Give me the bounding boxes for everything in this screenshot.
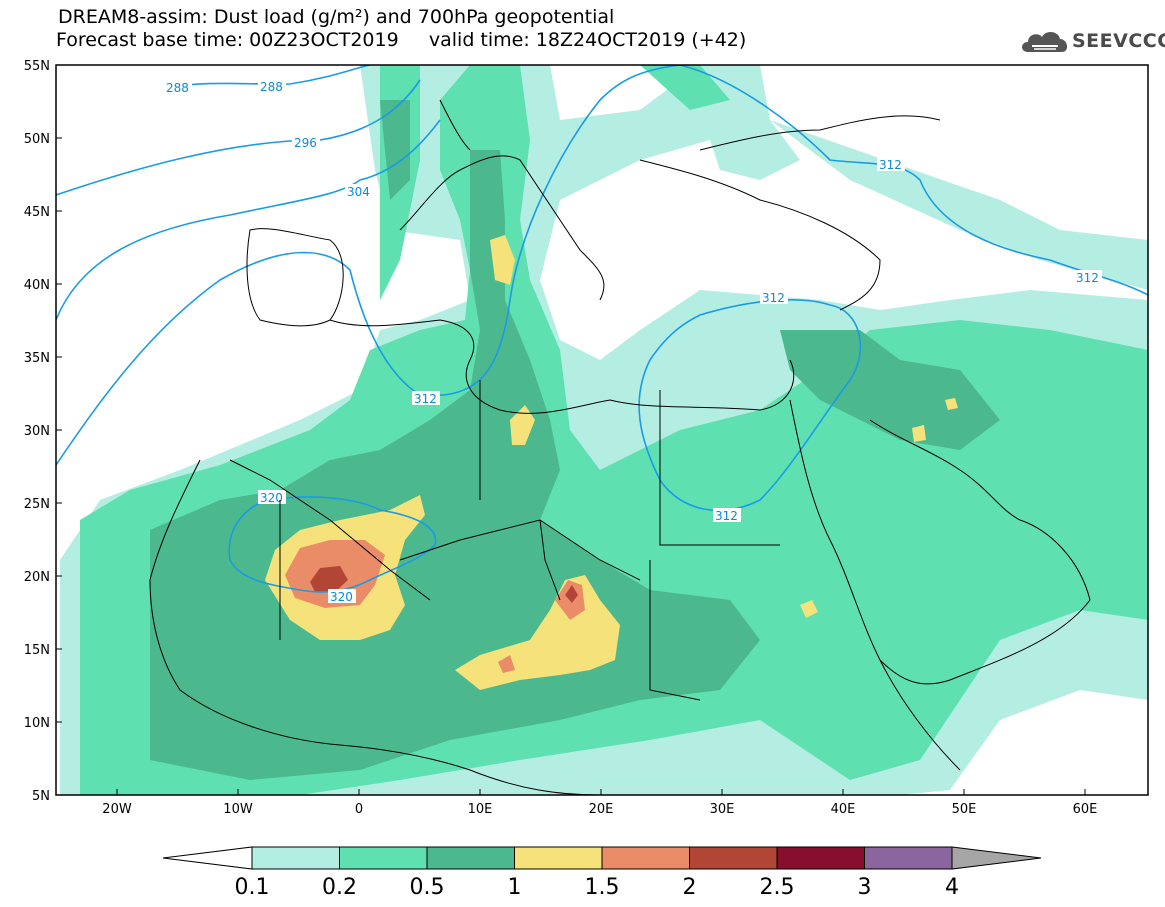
colorbar-label: 0.2 bbox=[322, 875, 357, 900]
geopotential-contours bbox=[56, 65, 1148, 593]
contour-label: 304 bbox=[347, 185, 370, 199]
contour-label: 312 bbox=[879, 158, 902, 172]
colorbar-label: 0.5 bbox=[410, 875, 445, 900]
lon-label: 60E bbox=[1073, 802, 1098, 817]
colorbar-swatch bbox=[339, 846, 428, 870]
lat-label: 20N bbox=[24, 570, 50, 585]
lat-label: 15N bbox=[24, 643, 50, 658]
colorbar-swatch bbox=[776, 846, 865, 870]
colorbar-swatch bbox=[251, 846, 340, 870]
contour-label: 312 bbox=[1076, 271, 1099, 285]
colorbar-label: 1 bbox=[508, 875, 522, 900]
lon-label: 50E bbox=[952, 802, 977, 817]
logo-text: SEEVCCC bbox=[1072, 30, 1165, 52]
lat-label: 40N bbox=[24, 278, 50, 293]
colorbar-label: 2.5 bbox=[760, 875, 795, 900]
lat-label: 35N bbox=[24, 351, 50, 366]
colorbar-swatch bbox=[864, 846, 953, 870]
lon-label: 20E bbox=[589, 802, 614, 817]
colorbar-label: 3 bbox=[858, 875, 872, 900]
lon-label: 10E bbox=[468, 802, 493, 817]
dust-field bbox=[56, 65, 1148, 795]
colorbar-above-triangle bbox=[951, 846, 1042, 870]
cloud-icon bbox=[1022, 31, 1068, 52]
latitude-axis: 55N 50N 45N 40N 35N 30N 25N 20N 15N 10N … bbox=[24, 59, 62, 804]
contour-label: 312 bbox=[762, 291, 785, 305]
contour-label: 288 bbox=[260, 80, 283, 94]
longitude-axis: 20W 10W 0 10E 20E 30E 40E 50E 60E bbox=[102, 789, 1097, 817]
lon-label: 0 bbox=[355, 802, 363, 817]
lon-label: 20W bbox=[102, 802, 132, 817]
seevccc-logo: SEEVCCC bbox=[1018, 24, 1165, 58]
colorbar-swatch bbox=[426, 846, 515, 870]
lat-label: 50N bbox=[24, 132, 50, 147]
colorbar-label: 0.1 bbox=[235, 875, 270, 900]
colorbar-label: 1.5 bbox=[585, 875, 620, 900]
colorbar-below-triangle bbox=[162, 846, 253, 870]
contour-label: 288 bbox=[166, 81, 189, 95]
title-line-2: Forecast base time: 00Z23OCT2019 valid t… bbox=[56, 29, 747, 51]
lat-label: 5N bbox=[32, 789, 50, 804]
dust-level-2 bbox=[310, 566, 578, 603]
contour-label: 320 bbox=[260, 491, 283, 505]
contour-label: 312 bbox=[414, 392, 437, 406]
lon-label: 10W bbox=[223, 802, 253, 817]
colorbar-swatch bbox=[601, 846, 690, 870]
colorbar-label: 2 bbox=[683, 875, 697, 900]
lon-label: 30E bbox=[710, 802, 735, 817]
lon-label: 40E bbox=[831, 802, 856, 817]
contour-label: 312 bbox=[715, 509, 738, 523]
lat-label: 55N bbox=[24, 59, 50, 74]
lat-label: 10N bbox=[24, 716, 50, 731]
contour-label: 320 bbox=[330, 590, 353, 604]
lat-label: 25N bbox=[24, 497, 50, 512]
colorbar: 0.1 0.2 0.5 1 1.5 2 2.5 3 4 bbox=[162, 846, 1042, 900]
title-line-1: DREAM8-assim: Dust load (g/m²) and 700hP… bbox=[58, 6, 615, 28]
coastlines bbox=[149, 99, 1091, 795]
lat-label: 30N bbox=[24, 424, 50, 439]
lat-label: 45N bbox=[24, 205, 50, 220]
contour-labels: 288 288 296 304 312 312 312 312 312 320 … bbox=[164, 79, 1102, 604]
colorbar-swatch bbox=[514, 846, 603, 870]
colorbar-swatch bbox=[689, 846, 778, 870]
colorbar-label: 4 bbox=[945, 875, 959, 900]
contour-label: 296 bbox=[294, 136, 317, 150]
